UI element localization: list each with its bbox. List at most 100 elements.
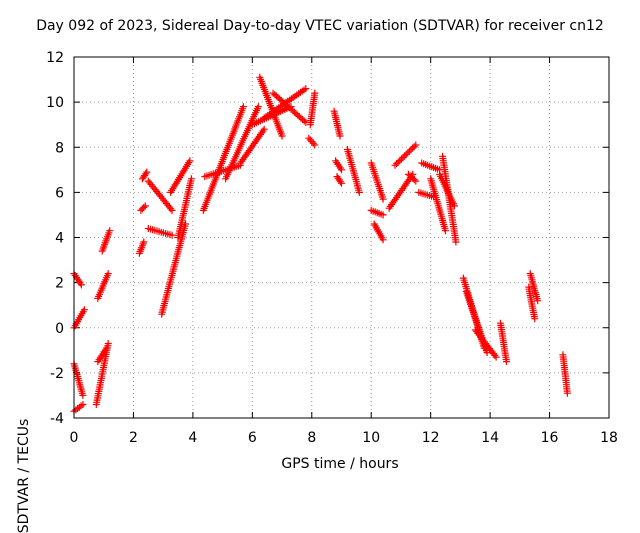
- data-point-markers: [332, 157, 345, 174]
- y-tick-label: 0: [55, 321, 64, 337]
- x-tick-label: 4: [188, 430, 197, 446]
- series-pass-13: [144, 225, 176, 239]
- y-tick-label: -2: [50, 366, 64, 382]
- y-tick-label: 6: [55, 185, 64, 201]
- data-point-markers: [370, 220, 387, 244]
- series-pass-25: [305, 134, 319, 149]
- x-tick-label: 16: [541, 430, 559, 446]
- y-tick-label: 4: [55, 231, 64, 247]
- chart-title: Day 092 of 2023, Sidereal Day-to-day VTE…: [36, 18, 604, 34]
- series-pass-08: [98, 227, 114, 255]
- data-point-markers: [222, 103, 262, 183]
- series-pass-03: [70, 360, 87, 399]
- series-pass-16: [174, 175, 195, 241]
- data-point-markers: [404, 170, 420, 185]
- y-tick-label: 8: [55, 140, 64, 156]
- data-point-markers: [305, 134, 319, 149]
- data-point-markers: [144, 225, 176, 239]
- series-pass-32: [367, 206, 387, 219]
- series-pass-09: [135, 238, 148, 257]
- y-tick-label: 10: [46, 95, 64, 111]
- chart-canvas: 0 2 4 6 8 10 12 14 16 18 -4 -2 0 2 4 6 8 10 12: [46, 50, 618, 446]
- data-point-markers: [391, 141, 420, 169]
- x-tick-label: 12: [422, 430, 440, 446]
- data-point-markers: [333, 173, 345, 187]
- series-pass-26: [306, 89, 319, 129]
- series-pass-27: [330, 107, 344, 140]
- data-point-markers: [330, 107, 344, 140]
- series-pass-19: [222, 103, 262, 183]
- series-pass-11: [138, 168, 151, 183]
- data-point-markers: [306, 89, 319, 129]
- data-point-markers: [70, 360, 87, 399]
- series-pass-44: [471, 326, 500, 361]
- series-pass-36: [404, 170, 420, 185]
- plot-frame: [73, 56, 610, 419]
- x-tick-label: 18: [600, 430, 618, 446]
- series-pass-47: [526, 270, 542, 305]
- series-pass-06: [94, 344, 111, 366]
- grid-lines: [74, 57, 609, 418]
- axis-ticks: 0 2 4 6 8 10 12 14 16 18 -4 -2 0 2 4 6 8 10 12: [46, 50, 618, 446]
- data-point-markers: [418, 159, 444, 174]
- series-pass-28: [332, 157, 345, 174]
- x-tick-label: 10: [362, 430, 380, 446]
- data-point-markers: [138, 168, 151, 183]
- data-point-markers: [98, 227, 114, 255]
- data-point-markers: [427, 175, 449, 235]
- data-point-markers: [135, 238, 148, 257]
- data-point-markers: [137, 202, 149, 214]
- data-point-markers: [269, 89, 310, 126]
- x-tick-label: 2: [129, 430, 138, 446]
- data-point-markers: [497, 319, 510, 366]
- series-pass-14: [158, 220, 189, 318]
- y-tick-label: 2: [55, 276, 64, 292]
- series-pass-12: [144, 177, 176, 214]
- data-point-markers: [367, 206, 387, 219]
- y-axis-label: SDTVAR / TECUs: [16, 418, 32, 533]
- data-point-markers: [367, 159, 387, 203]
- series-pass-41: [439, 152, 460, 246]
- data-markers: [70, 73, 571, 415]
- series-pass-35: [391, 141, 420, 169]
- data-point-markers: [158, 220, 189, 318]
- data-point-markers: [526, 270, 542, 305]
- data-point-markers: [559, 351, 571, 397]
- series-pass-30: [343, 146, 363, 196]
- data-point-markers: [236, 125, 268, 167]
- data-point-markers: [70, 270, 85, 289]
- series-pass-04: [70, 401, 87, 415]
- data-point-markers: [525, 283, 539, 323]
- series-pass-20: [236, 125, 268, 167]
- x-tick-label: 14: [481, 430, 499, 446]
- series-pass-10: [137, 202, 149, 214]
- data-point-markers: [94, 270, 112, 302]
- series-pass-45: [497, 319, 510, 366]
- data-point-markers: [174, 175, 195, 241]
- series-pass-17: [199, 103, 247, 214]
- data-point-markers: [471, 326, 500, 361]
- series-pass-15: [167, 157, 194, 196]
- data-point-markers: [70, 401, 87, 415]
- series-pass-48: [559, 351, 571, 397]
- x-tick-label: 6: [248, 430, 257, 446]
- x-axis-label: GPS time / hours: [281, 456, 399, 472]
- y-tick-label: -4: [50, 411, 64, 427]
- series-pass-24: [269, 89, 310, 126]
- data-point-markers: [343, 146, 363, 196]
- series-pass-29: [333, 173, 345, 187]
- x-tick-label: 8: [307, 430, 316, 446]
- series-pass-33: [370, 220, 387, 244]
- data-point-markers: [167, 157, 194, 196]
- series-pass-38: [418, 159, 444, 174]
- series-pass-01: [70, 270, 85, 289]
- data-point-markers: [144, 177, 176, 214]
- data-point-markers: [439, 152, 460, 246]
- series-pass-46: [525, 283, 539, 323]
- y-tick-label: 12: [46, 50, 64, 66]
- data-point-markers: [94, 344, 111, 366]
- series-pass-31: [367, 159, 387, 203]
- series-pass-07: [94, 270, 112, 302]
- x-tick-label: 0: [70, 430, 79, 446]
- series-pass-39: [427, 175, 449, 235]
